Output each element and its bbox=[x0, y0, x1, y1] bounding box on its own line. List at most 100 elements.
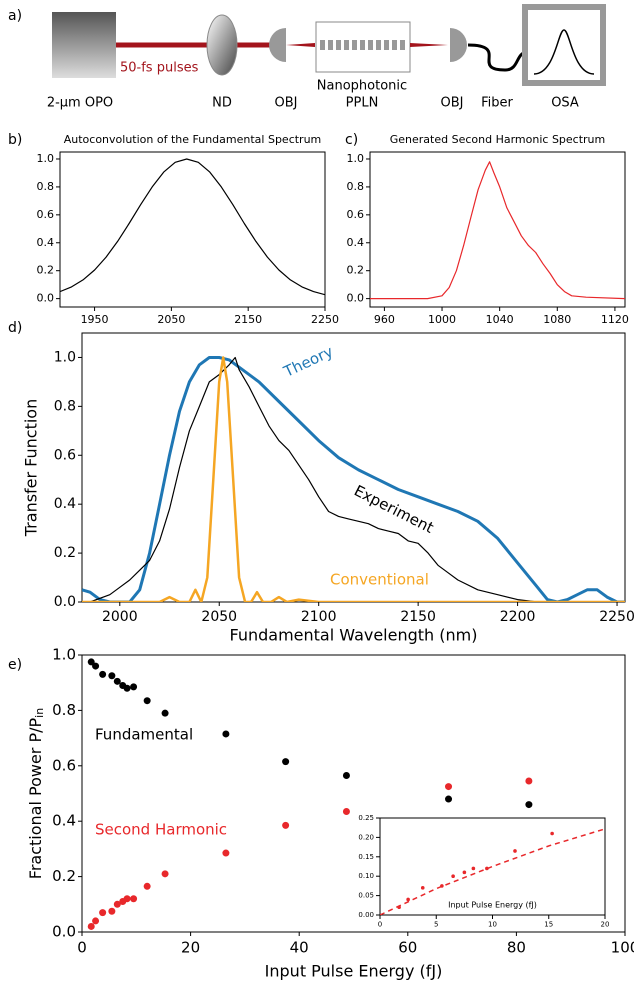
beam bbox=[410, 43, 448, 47]
panel-label: b) bbox=[8, 132, 22, 148]
y-tick-label: 0.2 bbox=[37, 264, 55, 277]
data-point bbox=[445, 795, 453, 803]
y-axis-label-main: Fractional Power P/P bbox=[26, 717, 45, 879]
y-tick-label: 0.4 bbox=[37, 236, 55, 249]
y-tick-label: 0.0 bbox=[52, 923, 76, 941]
data-point bbox=[485, 866, 489, 871]
x-tick-label: 1000 bbox=[428, 313, 456, 326]
x-tick-label: 1080 bbox=[543, 313, 571, 326]
label: Fiber bbox=[481, 96, 513, 111]
data-line bbox=[370, 161, 625, 300]
label: Nanophotonic bbox=[317, 79, 407, 94]
data-point bbox=[161, 709, 169, 717]
series-label: Second Harmonic bbox=[95, 821, 227, 839]
data-point bbox=[143, 882, 151, 890]
series-label: Fundamental bbox=[95, 726, 193, 744]
x-tick-label: 2250 bbox=[311, 313, 339, 326]
data-line bbox=[89, 356, 538, 602]
x-tick-label: 40 bbox=[290, 939, 309, 957]
objective bbox=[450, 28, 467, 62]
y-tick-label: 0.6 bbox=[37, 208, 55, 221]
y-tick-label: 0.05 bbox=[358, 892, 374, 900]
osa-trace bbox=[533, 29, 595, 75]
x-axis-label: Fundamental Wavelength (nm) bbox=[230, 626, 478, 645]
y-tick-label: 0.2 bbox=[52, 867, 76, 885]
x-tick-label: 2050 bbox=[157, 313, 185, 326]
beam bbox=[286, 43, 315, 47]
data-point bbox=[282, 758, 290, 766]
plot-frame bbox=[59, 151, 326, 308]
y-tick-label: 0.8 bbox=[347, 180, 365, 193]
label: PPLN bbox=[346, 96, 379, 111]
plot-frame bbox=[379, 817, 606, 916]
series-label: Conventional bbox=[330, 571, 429, 589]
x-tick-label: 20 bbox=[181, 939, 200, 957]
y-axis-label-sub: in bbox=[33, 708, 46, 718]
data-point bbox=[471, 866, 476, 871]
x-tick-label: 2150 bbox=[234, 313, 262, 326]
panel-label: d) bbox=[8, 320, 22, 336]
data-point bbox=[161, 870, 169, 878]
y-tick-label: 0.25 bbox=[358, 814, 374, 822]
data-point bbox=[222, 849, 230, 857]
opo-box bbox=[52, 12, 116, 78]
x-tick-label: 1120 bbox=[601, 313, 629, 326]
schematic: a) 50-fs pulses 2-µm OPO ND OBJ Nanophot… bbox=[8, 4, 606, 111]
data-line bbox=[60, 158, 325, 296]
y-tick-label: 0.00 bbox=[358, 911, 374, 919]
x-tick-label: 0 bbox=[378, 921, 382, 929]
y-tick-label: 1.0 bbox=[54, 349, 76, 365]
y-tick-label: 0.10 bbox=[358, 872, 374, 880]
y-tick-label: 0.4 bbox=[52, 812, 76, 830]
data-point bbox=[451, 874, 455, 878]
data-point bbox=[108, 672, 116, 680]
data-line bbox=[380, 828, 605, 915]
y-tick-label: 0.15 bbox=[358, 853, 374, 861]
data-point bbox=[222, 730, 230, 738]
x-tick-label: 2100 bbox=[301, 609, 337, 625]
x-tick-label: 2200 bbox=[500, 609, 536, 625]
data-line bbox=[82, 356, 625, 602]
panel-label: a) bbox=[8, 8, 22, 24]
data-point bbox=[113, 677, 121, 685]
y-tick-label: 0.8 bbox=[52, 701, 76, 719]
y-tick-label: 0.0 bbox=[54, 594, 76, 610]
x-tick-label: 100 bbox=[611, 939, 634, 957]
data-point bbox=[420, 886, 425, 890]
data-point bbox=[99, 670, 107, 678]
data-point bbox=[342, 808, 350, 816]
data-point bbox=[525, 801, 533, 809]
data-point bbox=[108, 907, 116, 915]
data-point bbox=[123, 895, 131, 903]
y-tick-label: 0.6 bbox=[54, 447, 76, 463]
data-point bbox=[513, 849, 517, 853]
chart-title: Generated Second Harmonic Spectrum bbox=[390, 133, 606, 146]
x-tick-label: 2000 bbox=[102, 609, 138, 625]
y-tick-label: 1.0 bbox=[52, 646, 76, 664]
data-point bbox=[282, 821, 290, 829]
data-point bbox=[550, 831, 554, 836]
y-tick-label: 0.0 bbox=[37, 292, 55, 305]
chart-title: Autoconvolution of the Fundamental Spect… bbox=[64, 133, 322, 146]
fiber bbox=[467, 43, 529, 72]
y-axis-label: Fractional Power P/Pin bbox=[26, 708, 47, 879]
data-point bbox=[406, 897, 410, 902]
x-tick-label: 15 bbox=[544, 921, 553, 929]
x-tick-label: 5 bbox=[434, 921, 438, 929]
y-tick-label: 0.6 bbox=[52, 756, 76, 774]
plot-frame bbox=[369, 151, 626, 308]
y-tick-label: 0.0 bbox=[347, 292, 365, 305]
y-tick-label: 1.0 bbox=[37, 152, 55, 165]
data-point bbox=[123, 684, 131, 692]
label: OBJ bbox=[441, 96, 464, 111]
y-tick-label: 1.0 bbox=[347, 152, 365, 165]
panel-label: c) bbox=[345, 132, 358, 148]
x-axis-label: Input Pulse Energy (fJ) bbox=[448, 901, 537, 910]
data-point bbox=[342, 771, 350, 779]
label: 2-µm OPO bbox=[47, 96, 113, 111]
y-tick-label: 0.20 bbox=[358, 833, 374, 841]
osa-box bbox=[522, 4, 606, 86]
pulse-label: 50-fs pulses bbox=[120, 61, 199, 76]
x-tick-label: 60 bbox=[398, 939, 417, 957]
